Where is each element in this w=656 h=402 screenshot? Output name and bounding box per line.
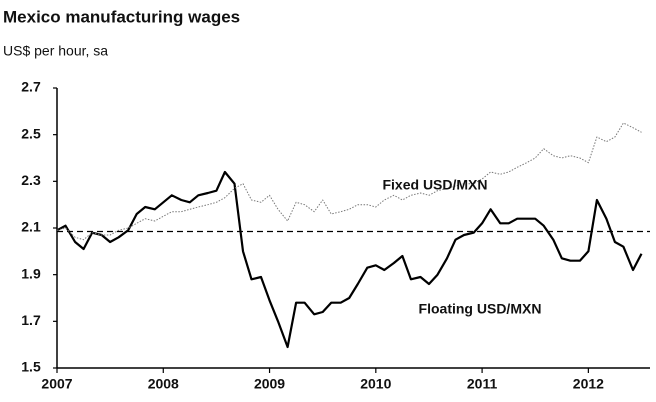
y-tick-label: 2.1 bbox=[21, 219, 41, 235]
series-line bbox=[56, 170, 643, 349]
chart-subtitle: US$ per hour, sa bbox=[3, 43, 108, 59]
y-tick-label: 1.5 bbox=[21, 359, 41, 375]
chart-title: Mexico manufacturing wages bbox=[3, 7, 240, 26]
x-tick-label: 2010 bbox=[360, 376, 391, 392]
x-tick-label: 2007 bbox=[41, 376, 72, 392]
series-line bbox=[56, 122, 642, 241]
x-tick-label: 2012 bbox=[573, 376, 604, 392]
x-tick-label: 2009 bbox=[254, 376, 285, 392]
y-tick-label: 1.7 bbox=[21, 312, 41, 328]
x-tick-label: 2008 bbox=[148, 376, 179, 392]
y-tick-label: 2.3 bbox=[21, 172, 41, 188]
series-label: Floating USD/MXN bbox=[419, 301, 542, 317]
y-tick-label: 2.5 bbox=[21, 125, 41, 141]
y-tick-label: 2.7 bbox=[21, 79, 41, 95]
y-tick-label: 1.9 bbox=[21, 265, 41, 281]
series-label: Fixed USD/MXN bbox=[382, 177, 487, 193]
x-tick-label: 2011 bbox=[467, 376, 498, 392]
